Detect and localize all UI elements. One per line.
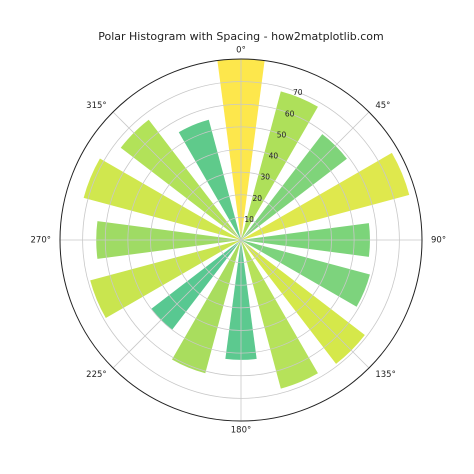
bar-5 xyxy=(241,240,370,307)
radial-tick-label-3: 40 xyxy=(269,152,279,161)
bar-3 xyxy=(241,152,410,240)
angle-tick-label-7: 315° xyxy=(86,101,106,111)
chart-title: Polar Histogram with Spacing - how2matpl… xyxy=(98,30,384,43)
bar-9 xyxy=(171,240,241,374)
angle-tick-label-4: 180° xyxy=(231,426,251,436)
angle-tick-label-3: 135° xyxy=(375,370,395,380)
angular-grid-line-1 xyxy=(240,111,370,241)
angle-tick-label-1: 45° xyxy=(375,101,390,111)
grid-layer xyxy=(59,58,423,422)
angular-grid-line-5 xyxy=(112,239,242,369)
angle-tick-label-6: 270° xyxy=(31,236,51,246)
angular-grid-line-3 xyxy=(240,239,370,369)
angular-grid-line-7 xyxy=(112,111,242,241)
radial-tick-label-6: 70 xyxy=(293,88,303,97)
angle-tick-label-2: 90° xyxy=(431,236,446,246)
bar-1 xyxy=(241,91,318,240)
bar-13 xyxy=(83,158,242,240)
radial-tick-label-0: 10 xyxy=(244,215,254,224)
bar-7 xyxy=(241,240,318,389)
angle-tick-label-0: 0° xyxy=(236,46,246,56)
angle-tick-label-5: 225° xyxy=(86,370,106,380)
labels-layer: 0° 45° 90° 135° 180° 225° 270° 315° 10 20 30 40 50 60… xyxy=(31,46,447,436)
radial-tick-label-5: 60 xyxy=(285,109,295,118)
radial-tick-label-4: 50 xyxy=(277,130,287,139)
radial-tick-label-2: 30 xyxy=(261,173,271,182)
bar-11 xyxy=(90,240,242,319)
radial-tick-label-1: 20 xyxy=(252,194,262,203)
polar-frame xyxy=(59,58,423,422)
